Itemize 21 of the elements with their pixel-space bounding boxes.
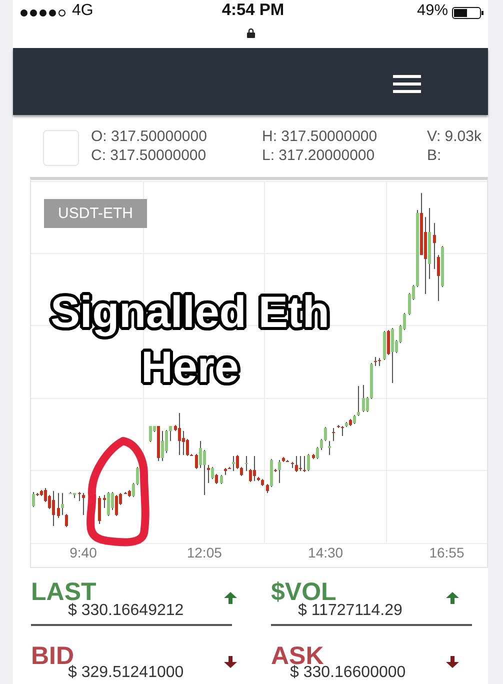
x-tick-label: 12:05 — [186, 544, 222, 560]
text: 4G — [72, 2, 94, 20]
x-tick-label: 16:55 — [429, 544, 464, 560]
candlestick — [332, 428, 335, 441]
candlestick — [303, 456, 306, 472]
candlestick — [245, 456, 248, 471]
text: V: 9.03k — [427, 128, 482, 146]
text: H: 317.50000000 — [262, 128, 378, 146]
text: B: — [427, 147, 442, 164]
candlestick — [299, 456, 302, 471]
x-tick-label: 14:30 — [308, 544, 344, 560]
text: L: 317.20000000 — [262, 147, 375, 164]
text: C: 317.50000000 — [91, 147, 206, 164]
text: 49% — [417, 2, 448, 20]
text: USDT-ETH — [58, 205, 133, 222]
text: 4:54 PM — [222, 1, 284, 20]
x-tick-label: 9:40 — [70, 544, 98, 560]
text: O: 317.50000000 — [91, 128, 207, 146]
annotation: Signalled Eth Here — [50, 288, 330, 392]
candlestick — [357, 386, 360, 416]
candlestick — [341, 426, 344, 436]
